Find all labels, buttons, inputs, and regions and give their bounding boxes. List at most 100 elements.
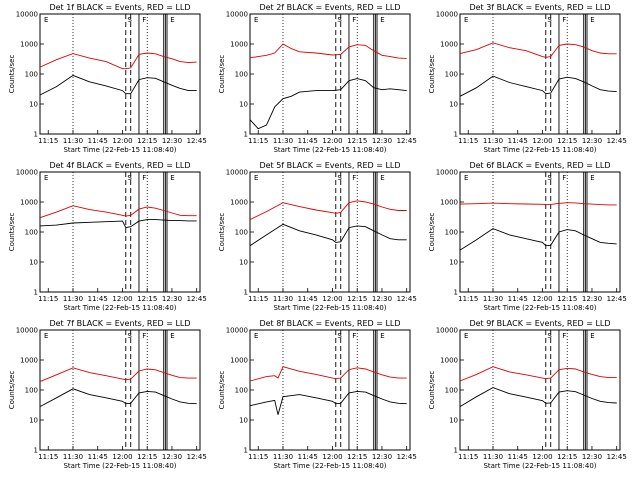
panel-title: Det 3f BLACK = Events, RED = LLD xyxy=(469,3,610,12)
y-tick-label: 1000 xyxy=(440,199,458,207)
y-tick-label: 10000 xyxy=(226,169,248,177)
x-axis-title: Start Time (22-Feb-15 11:08:40) xyxy=(273,462,386,470)
annotation-label: S xyxy=(337,16,342,24)
x-tick-label: 12:00 xyxy=(532,137,552,145)
x-tick-label: 12:15 xyxy=(347,295,367,303)
x-tick-label: 12:30 xyxy=(582,137,602,145)
annotation-label: S xyxy=(127,174,132,182)
x-tick-label: 11:15 xyxy=(458,295,478,303)
lld-series-line xyxy=(249,200,407,221)
x-tick-label: 12:45 xyxy=(607,295,627,303)
y-axis-title: Counts/sec xyxy=(428,371,436,410)
x-tick-label: 11:45 xyxy=(298,453,318,461)
panel-title: Det 1f BLACK = Events, RED = LLD xyxy=(49,3,190,12)
y-tick-label: 1 xyxy=(244,289,248,297)
y-tick-label: 10 xyxy=(29,259,38,267)
x-tick-label: 12:00 xyxy=(112,137,132,145)
y-tick-label: 1000 xyxy=(440,41,458,49)
x-tick-label: 12:15 xyxy=(347,137,367,145)
x-tick-label: 12:15 xyxy=(137,453,157,461)
y-axis-title: Counts/sec xyxy=(218,213,226,252)
annotation-label: F xyxy=(352,332,356,340)
x-tick-label: 11:30 xyxy=(273,453,293,461)
plot-frame xyxy=(39,13,201,135)
plot-frame xyxy=(459,329,621,451)
events-series-line xyxy=(39,74,197,96)
y-tick-label: 100 xyxy=(25,71,38,79)
x-tick-label: 12:15 xyxy=(347,453,367,461)
y-tick-label: 1000 xyxy=(20,41,38,49)
y-tick-label: 1 xyxy=(244,131,248,139)
y-tick-label: 100 xyxy=(235,387,248,395)
y-tick-label: 10 xyxy=(449,417,458,425)
annotation-label: E xyxy=(380,16,384,24)
y-tick-label: 100 xyxy=(445,71,458,79)
panel-title: Det 5f BLACK = Events, RED = LLD xyxy=(259,161,400,170)
annotation-label: S xyxy=(547,16,552,24)
y-tick-label: 1000 xyxy=(230,41,248,49)
y-tick-label: 100 xyxy=(25,229,38,237)
events-series-line xyxy=(459,387,617,407)
x-tick-label: 11:15 xyxy=(458,137,478,145)
x-tick-label: 12:15 xyxy=(557,453,577,461)
x-tick-label: 11:45 xyxy=(88,137,108,145)
y-tick-label: 10000 xyxy=(436,11,458,19)
annotation-label: F xyxy=(562,332,566,340)
x-tick-label: 12:45 xyxy=(397,137,417,145)
x-tick-label: 12:45 xyxy=(187,137,207,145)
x-tick-label: 12:30 xyxy=(372,137,392,145)
x-tick-label: 12:00 xyxy=(112,295,132,303)
x-tick-label: 12:00 xyxy=(322,137,342,145)
x-axis-title: Start Time (22-Feb-15 11:08:40) xyxy=(63,462,176,470)
y-tick-label: 10000 xyxy=(436,327,458,335)
x-tick-label: 11:15 xyxy=(248,453,268,461)
annotation-label: E xyxy=(44,16,48,24)
x-tick-label: 12:30 xyxy=(162,453,182,461)
annotation-label: E xyxy=(170,16,174,24)
x-tick-label: 11:45 xyxy=(508,137,528,145)
y-axis-title: Counts/sec xyxy=(8,55,16,94)
x-tick-label: 11:30 xyxy=(63,137,83,145)
x-tick-label: 12:00 xyxy=(532,295,552,303)
y-tick-label: 100 xyxy=(235,71,248,79)
y-tick-label: 10000 xyxy=(226,327,248,335)
y-tick-label: 10000 xyxy=(226,11,248,19)
annotation-label: E xyxy=(170,174,174,182)
y-axis-title: Counts/sec xyxy=(428,55,436,94)
x-axis-title: Start Time (22-Feb-15 11:08:40) xyxy=(63,146,176,154)
x-axis-title: Start Time (22-Feb-15 11:08:40) xyxy=(273,304,386,312)
x-axis-title: Start Time (22-Feb-15 11:08:40) xyxy=(483,304,596,312)
y-tick-label: 10 xyxy=(29,101,38,109)
events-series-line xyxy=(39,219,197,229)
plot-frame xyxy=(249,171,411,293)
annotation-label: F xyxy=(142,332,146,340)
x-tick-label: 12:30 xyxy=(372,453,392,461)
y-tick-label: 10000 xyxy=(16,327,38,335)
y-tick-label: 100 xyxy=(445,229,458,237)
annotation-label: E xyxy=(464,332,468,340)
x-tick-label: 12:15 xyxy=(137,295,157,303)
annotation-label: F xyxy=(562,16,566,24)
x-tick-label: 12:45 xyxy=(607,453,627,461)
y-axis-title: Counts/sec xyxy=(218,371,226,410)
annotation-label: E xyxy=(254,332,258,340)
y-tick-label: 10 xyxy=(449,101,458,109)
x-tick-label: 12:15 xyxy=(137,137,157,145)
annotation-label: E xyxy=(464,174,468,182)
lld-series-line xyxy=(249,43,407,59)
y-tick-label: 10 xyxy=(29,417,38,425)
lld-series-line xyxy=(249,366,407,382)
lld-series-line xyxy=(39,205,197,219)
y-tick-label: 1 xyxy=(454,447,458,455)
events-series-line xyxy=(459,75,617,97)
x-tick-label: 12:45 xyxy=(397,453,417,461)
annotation-label: F xyxy=(142,174,146,182)
y-tick-label: 1 xyxy=(34,447,38,455)
y-tick-label: 1000 xyxy=(230,199,248,207)
x-tick-label: 11:45 xyxy=(298,137,318,145)
x-tick-label: 12:00 xyxy=(322,295,342,303)
x-tick-label: 11:30 xyxy=(273,295,293,303)
annotation-label: E xyxy=(254,16,258,24)
x-tick-label: 11:30 xyxy=(273,137,293,145)
